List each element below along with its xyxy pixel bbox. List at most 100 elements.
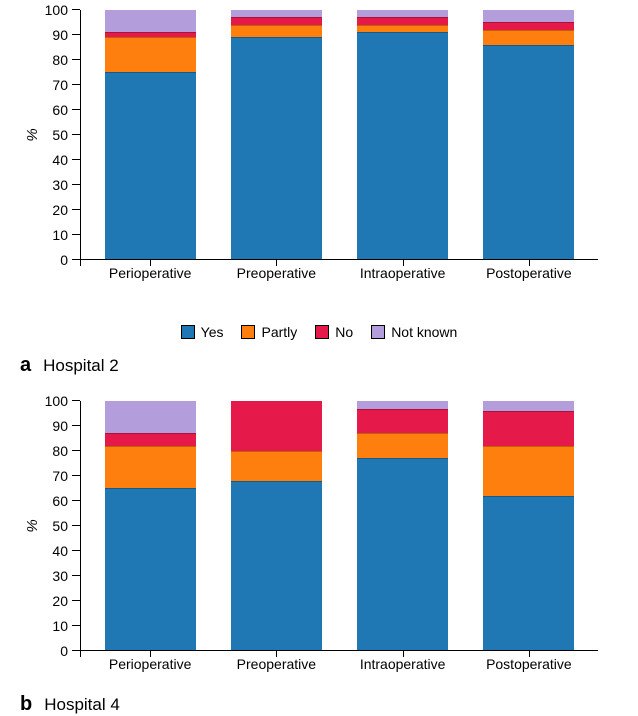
bar-segment-partly xyxy=(231,25,322,37)
x-axis-label: Perioperative xyxy=(109,265,192,281)
y-tick-label: 30 xyxy=(38,568,68,584)
y-tick xyxy=(72,159,80,160)
y-tick-label: 10 xyxy=(38,618,68,634)
y-tick xyxy=(72,259,80,260)
legend-item-no: No xyxy=(315,324,353,340)
legend-item-notknown: Not known xyxy=(371,324,457,340)
stacked-bar xyxy=(231,10,322,259)
y-tick xyxy=(72,425,80,426)
y-tick-label: 50 xyxy=(38,127,68,143)
y-tick xyxy=(72,400,80,401)
y-tick xyxy=(72,134,80,135)
bar-segment-partly xyxy=(357,433,448,458)
bar-segment-notknown xyxy=(105,10,196,32)
bar-segment-no xyxy=(357,17,448,24)
bar-segment-yes xyxy=(357,458,448,650)
y-tick-label: 50 xyxy=(38,518,68,534)
y-tick xyxy=(72,184,80,185)
legend-label-yes: Yes xyxy=(201,324,224,340)
x-axis-label: Perioperative xyxy=(109,656,192,672)
swatch-yes xyxy=(181,325,195,339)
legend-label-notknown: Not known xyxy=(391,324,457,340)
bar-segment-partly xyxy=(483,446,574,496)
y-tick-label: 40 xyxy=(38,543,68,559)
y-tick xyxy=(72,84,80,85)
y-tick xyxy=(72,650,80,651)
bar-slot: Postoperative xyxy=(466,401,592,650)
y-tick xyxy=(72,34,80,35)
bar-segment-yes xyxy=(105,72,196,259)
caption-b: b Hospital 4 xyxy=(20,693,618,716)
bar-segment-no xyxy=(231,401,322,451)
y-tick xyxy=(72,450,80,451)
y-tick xyxy=(72,209,80,210)
y-tick xyxy=(72,109,80,110)
x-axis-label: Intraoperative xyxy=(360,265,446,281)
stacked-bar xyxy=(357,401,448,650)
y-tick xyxy=(72,234,80,235)
bar-segment-yes xyxy=(231,481,322,650)
y-tick-label: 0 xyxy=(38,643,68,659)
stacked-bar xyxy=(483,401,574,650)
x-axis-label: Postoperative xyxy=(486,265,572,281)
swatch-notknown xyxy=(371,325,385,339)
x-axis-label: Preoperative xyxy=(237,265,316,281)
y-tick-label: 20 xyxy=(38,593,68,609)
y-tick xyxy=(72,500,80,501)
swatch-partly xyxy=(241,325,255,339)
bar-segment-no xyxy=(483,411,574,446)
bar-segment-no xyxy=(483,22,574,29)
panel-a: % 0102030405060708090100 PerioperativePr… xyxy=(20,10,618,377)
bar-segment-yes xyxy=(231,37,322,259)
y-tick xyxy=(72,550,80,551)
bar-slot: Perioperative xyxy=(87,401,213,650)
y-tick-label: 60 xyxy=(38,493,68,509)
y-tick-label: 90 xyxy=(38,27,68,43)
bar-segment-notknown xyxy=(483,401,574,411)
y-tick-label: 90 xyxy=(38,418,68,434)
bar-segment-no xyxy=(105,433,196,445)
legend-label-partly: Partly xyxy=(261,324,297,340)
bar-segment-yes xyxy=(483,45,574,259)
y-tick-label: 80 xyxy=(38,443,68,459)
page: % 0102030405060708090100 PerioperativePr… xyxy=(0,0,638,710)
bar-slot: Postoperative xyxy=(466,10,592,259)
y-tick xyxy=(72,9,80,10)
bar-segment-partly xyxy=(357,25,448,32)
bar-segment-notknown xyxy=(357,401,448,408)
y-tick-label: 60 xyxy=(38,102,68,118)
caption-a: a Hospital 2 xyxy=(20,354,618,377)
bar-segment-notknown xyxy=(231,10,322,17)
plot-area-b: PerioperativePreoperativeIntraoperativeP… xyxy=(80,401,598,651)
axis-origin-tick xyxy=(80,650,81,657)
caption-letter-a: a xyxy=(20,354,31,377)
bar-segment-yes xyxy=(357,32,448,259)
bar-segment-notknown xyxy=(483,10,574,22)
x-axis-label: Preoperative xyxy=(237,656,316,672)
bar-slot: Perioperative xyxy=(87,10,213,259)
y-tick xyxy=(72,59,80,60)
chart-a: % 0102030405060708090100 PerioperativePr… xyxy=(80,10,598,260)
bar-slot: Intraoperative xyxy=(340,10,466,259)
y-tick-label: 70 xyxy=(38,77,68,93)
panel-b: % 0102030405060708090100 PerioperativePr… xyxy=(20,401,618,716)
bar-segment-notknown xyxy=(357,10,448,17)
stacked-bar xyxy=(105,401,196,650)
y-tick-label: 30 xyxy=(38,177,68,193)
y-tick xyxy=(72,475,80,476)
stacked-bar xyxy=(231,401,322,650)
stacked-bar xyxy=(105,10,196,259)
chart-b: % 0102030405060708090100 PerioperativePr… xyxy=(80,401,598,651)
bar-segment-partly xyxy=(105,37,196,72)
y-tick xyxy=(72,625,80,626)
x-axis-label: Postoperative xyxy=(486,656,572,672)
swatch-no xyxy=(315,325,329,339)
stacked-bar xyxy=(483,10,574,259)
y-tick-label: 100 xyxy=(38,2,68,18)
y-tick xyxy=(72,525,80,526)
y-tick xyxy=(72,600,80,601)
caption-text-a: Hospital 2 xyxy=(43,356,119,376)
legend-item-partly: Partly xyxy=(241,324,297,340)
bar-segment-no xyxy=(231,17,322,24)
x-axis-label: Intraoperative xyxy=(360,656,446,672)
